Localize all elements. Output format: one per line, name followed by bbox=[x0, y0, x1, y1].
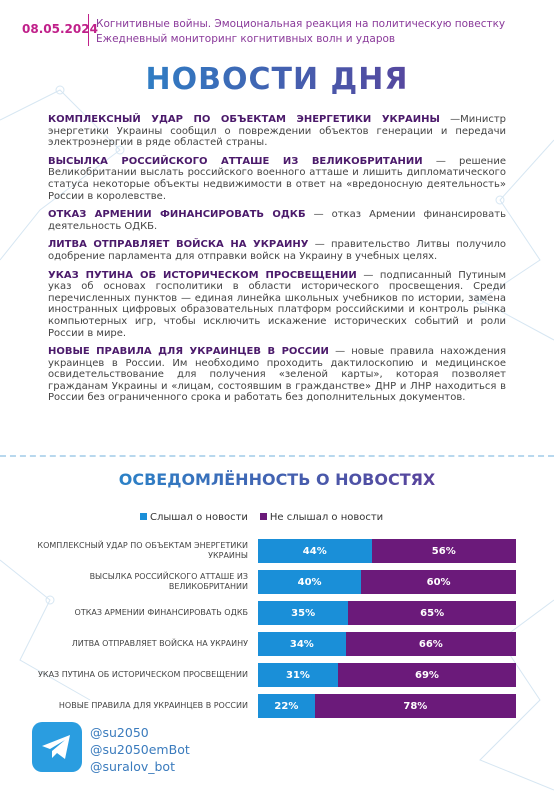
bar-segment: 31% bbox=[258, 663, 338, 687]
bar-segment: 60% bbox=[361, 570, 516, 594]
news-item: ЛИТВА ОТПРАВЛЯЕТ ВОЙСКА НА УКРАИНУ — пра… bbox=[48, 239, 506, 262]
news-heading: ЛИТВА ОТПРАВЛЯЕТ ВОЙСКА НА УКРАИНУ bbox=[48, 239, 309, 251]
news-text: — новые правила нахождения украинцев в Р… bbox=[48, 346, 506, 404]
header-line: Ежедневный мониторинг когнитивных волн и… bbox=[96, 33, 396, 45]
bar-segment: 34% bbox=[258, 632, 346, 656]
news-heading: НОВЫЕ ПРАВИЛА ДЛЯ УКРАИНЦЕВ В РОССИИ bbox=[48, 346, 329, 358]
category-label: КОМПЛЕКСНЫЙ УДАР ПО ОБЪЕКТАМ ЭНЕРГЕТИКИ … bbox=[37, 541, 248, 560]
bar-segment: 40% bbox=[258, 570, 362, 594]
bar-segment: 22% bbox=[258, 694, 315, 718]
value-label: 78% bbox=[403, 700, 428, 712]
value-label: 69% bbox=[415, 669, 439, 681]
telegram-icon bbox=[32, 722, 82, 772]
value-label: 35% bbox=[291, 607, 316, 619]
title: НОВОСТИ ДНЯ bbox=[0, 62, 554, 97]
news-item: НОВЫЕ ПРАВИЛА ДЛЯ УКРАИНЦЕВ В РОССИИ — н… bbox=[48, 346, 506, 404]
date: 08.05.2024 bbox=[22, 22, 98, 36]
news-heading: ОТКАЗ АРМЕНИИ ФИНАНСИРОВАТЬ ОДКБ bbox=[48, 209, 306, 221]
value-label: 65% bbox=[420, 607, 445, 619]
news-item: УКАЗ ПУТИНА ОБ ИСТОРИЧЕСКОМ ПРОСВЕЩЕНИИ … bbox=[48, 270, 506, 340]
category-label: УКАЗ ПУТИНА ОБ ИСТОРИЧЕСКОМ ПРОСВЕЩЕНИИ bbox=[38, 670, 248, 679]
bar-segment: 35% bbox=[258, 601, 349, 625]
news-list: КОМПЛЕКСНЫЙ УДАР ПО ОБЪЕКТАМ ЭНЕРГЕТИКИ … bbox=[48, 114, 506, 411]
bar-segment: 66% bbox=[345, 632, 516, 656]
value-label: 44% bbox=[302, 545, 327, 557]
legend-label: Слышал о новости bbox=[150, 512, 248, 523]
value-label: 66% bbox=[418, 638, 443, 650]
news-heading: КОМПЛЕКСНЫЙ УДАР ПО ОБЪЕКТАМ ЭНЕРГЕТИКИ … bbox=[48, 114, 440, 125]
handle: @su2050emBot bbox=[90, 742, 190, 757]
legend: Слышал о новости Не слышал о новости bbox=[140, 512, 383, 523]
value-label: 40% bbox=[297, 576, 322, 588]
bar-segment: 69% bbox=[337, 663, 516, 687]
header-line: Когнитивные войны. Эмоциональная реакция… bbox=[96, 18, 506, 30]
news-text: —Министр энергетики Украины сообщил о по… bbox=[48, 114, 506, 149]
legend-item: Слышал о новости bbox=[140, 512, 248, 523]
value-label: 60% bbox=[426, 576, 451, 588]
chart-title: ОСВЕДОМЛЁННОСТЬ О НОВОСТЯХ bbox=[0, 470, 554, 489]
handle: @suralov_bot bbox=[90, 759, 175, 774]
news-item: ВЫСЫЛКА РОССИЙСКОГО АТТАШЕ ИЗ ВЕЛИКОБРИТ… bbox=[48, 156, 506, 202]
value-label: 34% bbox=[289, 638, 314, 650]
news-text: — решение Великобритании выслать российс… bbox=[48, 155, 507, 202]
bar-segment: 65% bbox=[348, 601, 516, 625]
news-item: ОТКАЗ АРМЕНИИ ФИНАНСИРОВАТЬ ОДКБ — отказ… bbox=[48, 209, 506, 232]
news-heading: ВЫСЫЛКА РОССИЙСКОГО АТТАШЕ ИЗ ВЕЛИКОБРИТ… bbox=[48, 155, 423, 167]
legend-swatch bbox=[140, 513, 147, 520]
value-label: 56% bbox=[431, 545, 456, 557]
news-item: КОМПЛЕКСНЫЙ УДАР ПО ОБЪЕКТАМ ЭНЕРГЕТИКИ … bbox=[48, 114, 506, 149]
legend-label: Не слышал о новости bbox=[269, 512, 384, 523]
divider bbox=[88, 14, 89, 46]
legend-swatch bbox=[259, 513, 267, 520]
category-label: ОТКАЗ АРМЕНИИ ФИНАНСИРОВАТЬ ОДКБ bbox=[74, 608, 248, 617]
value-label: 22% bbox=[274, 700, 299, 712]
value-label: 31% bbox=[286, 669, 310, 681]
news-heading: УКАЗ ПУТИНА ОБ ИСТОРИЧЕСКОМ ПРОСВЕЩЕНИИ bbox=[48, 269, 357, 281]
category-label: ЛИТВА ОТПРАВЛЯЕТ ВОЙСКА НА УКРАИНУ bbox=[71, 639, 248, 648]
legend-item: Не слышал о новости bbox=[259, 512, 384, 523]
separator bbox=[0, 455, 554, 457]
category-label: ВЫСЫЛКА РОССИЙСКОГО АТТАШЕ ИЗ ВЕЛИКОБРИТ… bbox=[89, 572, 248, 591]
category-label: НОВЫЕ ПРАВИЛА ДЛЯ УКРАИНЦЕВ В РОССИИ bbox=[58, 701, 248, 710]
news-text: — правительство Литвы получило одобрение… bbox=[48, 239, 506, 262]
news-text: — отказ Армении финансировать деятельнос… bbox=[48, 209, 506, 232]
bar-segment: 44% bbox=[258, 539, 372, 563]
news-text: — подписанный Путиным указ об основах го… bbox=[48, 269, 506, 339]
bar-segment: 56% bbox=[371, 539, 516, 563]
handle: @su2050 bbox=[90, 725, 149, 740]
bar-segment: 78% bbox=[314, 694, 516, 718]
